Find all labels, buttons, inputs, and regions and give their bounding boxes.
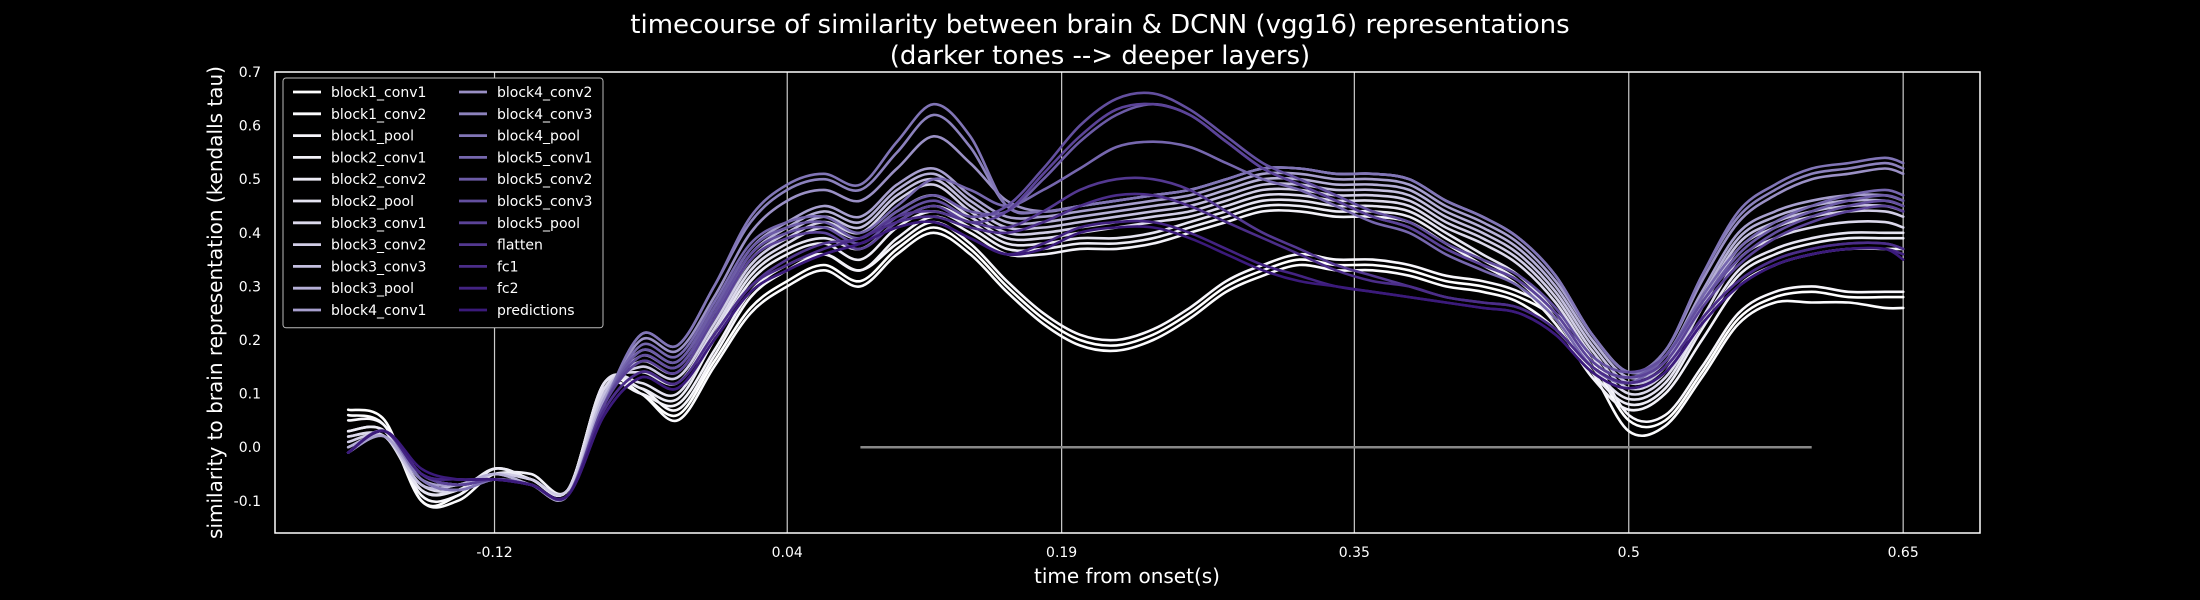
grid <box>493 72 1904 533</box>
x-tick-label: 0.65 <box>1888 545 1919 561</box>
x-tick-label: 0.5 <box>1618 545 1640 561</box>
legend-label: predictions <box>497 303 575 319</box>
chart-title: timecourse of similarity between brain &… <box>630 10 1569 40</box>
series-line-fc1 <box>346 192 1905 501</box>
series-line-block2_pool <box>346 198 1905 497</box>
legend-label: block2_conv2 <box>331 172 426 188</box>
x-tick-label: 0.35 <box>1339 545 1370 561</box>
legend-label: block5_conv3 <box>497 194 592 210</box>
x-tick-label: 0.19 <box>1046 545 1077 561</box>
legend-label: fc1 <box>497 259 519 275</box>
legend: block1_conv1block1_conv2block1_poolblock… <box>282 77 604 329</box>
legend-label: block1_pool <box>331 129 414 145</box>
legend-label: block4_conv3 <box>497 107 592 123</box>
y-tick-label: 0.5 <box>239 172 261 188</box>
legend-label: block5_conv1 <box>497 150 592 166</box>
legend-label: fc2 <box>497 281 519 297</box>
chart-subtitle: (darker tones --> deeper layers) <box>890 41 1310 71</box>
y-tick-label: 0.1 <box>239 387 261 403</box>
legend-label: block2_conv1 <box>331 150 426 166</box>
x-tick-label: 0.04 <box>772 545 803 561</box>
series-line-predictions <box>346 220 1905 501</box>
legend-label: block3_pool <box>331 281 414 297</box>
y-tick-label: 0.6 <box>239 119 261 135</box>
legend-box <box>282 77 604 329</box>
y-tick-label: 0.4 <box>239 226 261 242</box>
x-axis-ticks: -0.12 0.04 0.19 0.35 0.5 0.65 <box>476 545 1918 561</box>
legend-label: block3_conv2 <box>331 238 426 254</box>
legend-label: flatten <box>497 238 543 254</box>
y-axis-ticks: -0.1 0.0 0.1 0.2 0.3 0.4 0.5 0.6 0.7 <box>234 65 261 510</box>
legend-label: block1_conv2 <box>331 107 426 123</box>
y-tick-label: 0.0 <box>239 440 261 456</box>
legend-label: block5_conv2 <box>497 172 592 188</box>
legend-label: block5_pool <box>497 216 580 232</box>
series-line-block5_pool <box>346 102 1905 502</box>
plot-frame <box>274 71 1981 534</box>
legend-label: block4_conv2 <box>497 85 592 101</box>
x-axis-label: time from onset(s) <box>1034 564 1220 588</box>
legend-label: block3_conv1 <box>331 216 426 232</box>
y-tick-label: 0.2 <box>239 333 261 349</box>
y-axis-label: similarity to brain representation (kend… <box>203 66 227 539</box>
legend-label: block1_conv1 <box>331 85 426 101</box>
legend-label: block4_conv1 <box>331 303 426 319</box>
y-tick-label: 0.7 <box>239 65 261 81</box>
legend-label: block4_pool <box>497 129 580 145</box>
y-tick-label: -0.1 <box>234 494 261 510</box>
series-lines <box>346 91 1905 509</box>
legend-label: block3_conv3 <box>331 259 426 275</box>
x-tick-label: -0.12 <box>476 545 512 561</box>
legend-label: block2_pool <box>331 194 414 210</box>
y-tick-label: 0.3 <box>239 279 261 295</box>
